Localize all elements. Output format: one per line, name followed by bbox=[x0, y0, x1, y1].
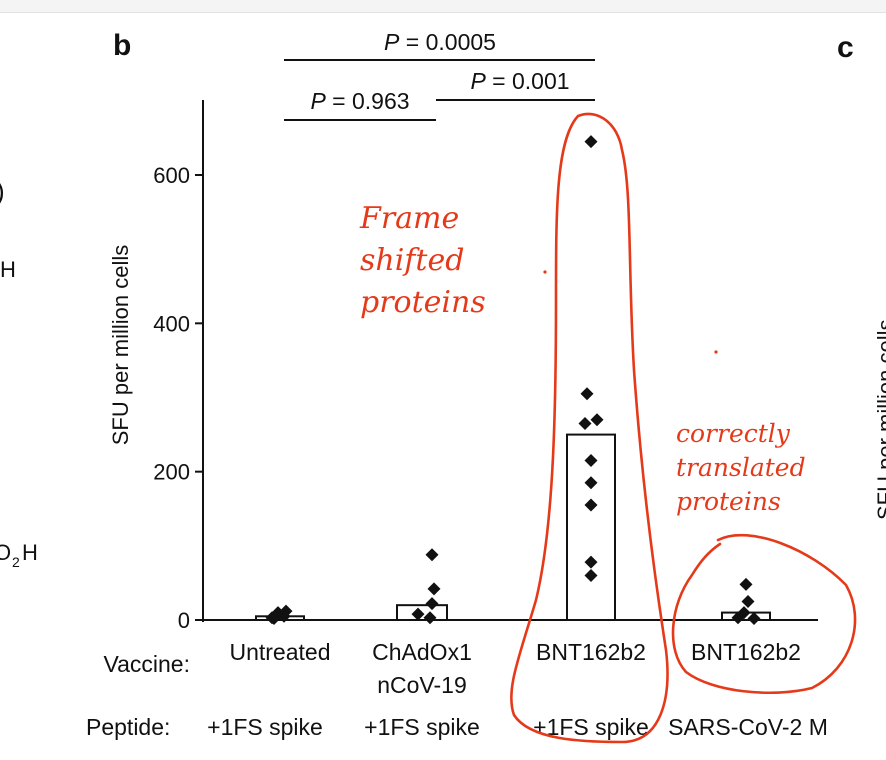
data-point bbox=[584, 135, 598, 149]
peptide-row-label: Peptide: bbox=[86, 714, 170, 740]
data-point bbox=[739, 577, 753, 591]
frame-shift-loop bbox=[510, 112, 669, 744]
vaccine-row-label: Vaccine: bbox=[103, 651, 190, 677]
frame-shift-annotation: Frame shifted proteins bbox=[359, 201, 486, 320]
annotation-dot bbox=[714, 350, 718, 354]
data-point bbox=[425, 597, 439, 611]
frame-shift-line-1: Frame bbox=[359, 201, 459, 236]
data-point bbox=[411, 607, 425, 621]
data-point bbox=[584, 555, 598, 569]
left-fragment-co2h-o: O bbox=[0, 540, 11, 565]
frame-shift-line-3: proteins bbox=[360, 285, 486, 320]
correct-translation-line-3: proteins bbox=[676, 487, 781, 516]
data-point bbox=[731, 611, 745, 625]
data-point bbox=[265, 611, 279, 625]
y-tick-label: 600 bbox=[153, 163, 190, 188]
left-fragment-paren: ) bbox=[0, 176, 5, 206]
data-point bbox=[584, 476, 598, 490]
data-point bbox=[580, 387, 594, 401]
vaccine-label: nCoV-19 bbox=[377, 672, 467, 698]
vaccine-label: BNT162b2 bbox=[691, 639, 801, 665]
correct-translation-loop bbox=[671, 533, 857, 695]
data-point bbox=[578, 416, 592, 430]
p-value-label: P = 0.001 bbox=[470, 68, 569, 94]
panel-label-b: b bbox=[113, 29, 131, 62]
data-point bbox=[584, 454, 598, 468]
y-tick-label: 200 bbox=[153, 460, 190, 485]
data-point bbox=[741, 594, 755, 608]
vaccine-label: ChAdOx1 bbox=[372, 639, 472, 665]
frame-shift-line-2: shifted bbox=[360, 243, 464, 278]
data-point bbox=[279, 604, 293, 618]
left-fragment-h: H bbox=[0, 257, 16, 282]
p-value-label: P = 0.963 bbox=[310, 88, 409, 114]
data-point bbox=[425, 548, 439, 562]
panel-c-axis-fragment: SFU per million cells bbox=[873, 320, 886, 521]
data-point bbox=[747, 612, 761, 626]
data-point bbox=[584, 569, 598, 582]
p-value-label: P = 0.0005 bbox=[384, 29, 496, 55]
peptide-label: SARS-CoV-2 M bbox=[668, 714, 828, 740]
vaccine-label: Untreated bbox=[229, 639, 330, 665]
data-point bbox=[423, 611, 437, 625]
vaccine-label: BNT162b2 bbox=[536, 639, 646, 665]
correct-translation-annotation: correctly translated proteins bbox=[676, 419, 814, 516]
left-fragment-co2h-sub: 2 bbox=[12, 554, 20, 570]
left-fragment-co2h-h: H bbox=[22, 540, 38, 565]
data-point bbox=[590, 413, 604, 427]
peptide-label: +1FS spike bbox=[207, 714, 323, 740]
correct-translation-line-1: correctly bbox=[676, 419, 791, 448]
y-axis-label: SFU per million cells bbox=[108, 245, 133, 446]
annotation-dot bbox=[543, 270, 547, 274]
panel-label-c: c bbox=[837, 31, 854, 64]
window-top-bar bbox=[0, 0, 886, 13]
data-point bbox=[584, 498, 598, 512]
y-tick-label: 0 bbox=[178, 608, 190, 633]
data-point bbox=[427, 582, 441, 596]
peptide-label: +1FS spike bbox=[364, 714, 480, 740]
y-tick-label: 400 bbox=[153, 311, 190, 336]
correct-translation-line-2: translated bbox=[676, 453, 806, 482]
